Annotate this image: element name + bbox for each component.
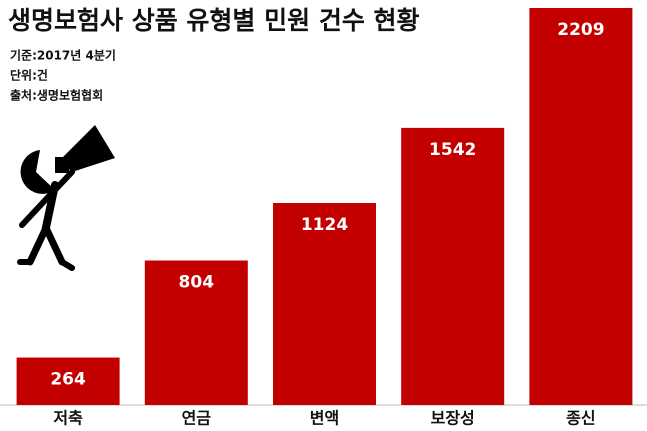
value-label: 264 <box>50 370 86 390</box>
value-label: 804 <box>179 273 215 293</box>
chart-title: 생명보험사 상품 유형별 민원 건수 현황 <box>8 6 420 35</box>
value-label: 2209 <box>557 20 604 40</box>
x-tick-label: 보장성 <box>431 409 475 428</box>
value-label: 1124 <box>301 215 348 235</box>
x-tick-label: 저축 <box>53 409 83 428</box>
note: 기준:2017년 4분기 <box>10 48 116 63</box>
x-tick-label: 변액 <box>310 409 339 428</box>
bar <box>16 357 120 405</box>
bar <box>529 8 633 405</box>
x-tick-label: 연금 <box>182 409 212 428</box>
bar <box>401 127 505 405</box>
note: 출처:생명보험협회 <box>10 88 103 103</box>
bar <box>273 202 376 405</box>
x-tick-label: 종신 <box>566 409 595 428</box>
note: 단위:건 <box>10 68 48 83</box>
bar <box>144 260 248 405</box>
value-label: 1542 <box>429 140 476 160</box>
megaphone-figure <box>17 125 115 271</box>
